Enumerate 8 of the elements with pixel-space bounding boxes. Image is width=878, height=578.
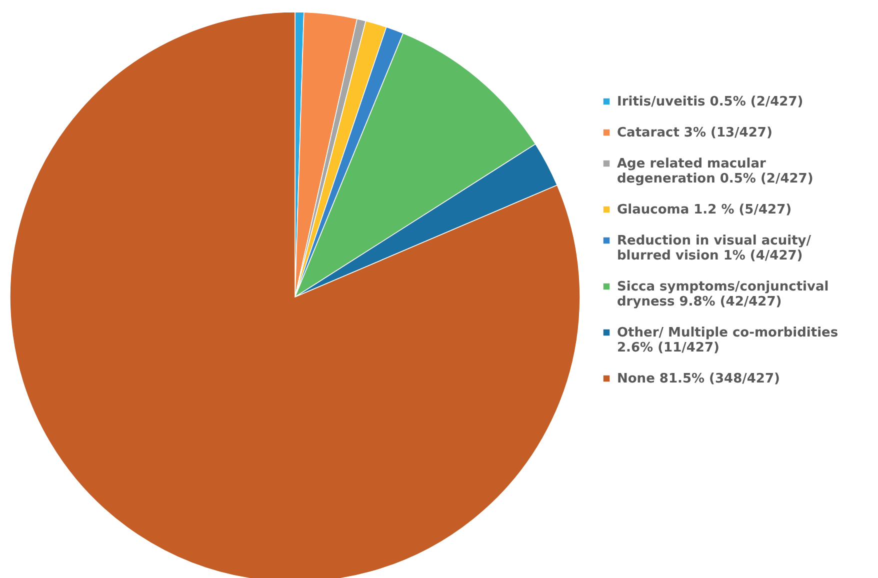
legend-label: Age related macular degeneration 0.5% (2/427) bbox=[617, 156, 814, 186]
legend-label: Sicca symptoms/conjunctival dryness 9.8% (42/427) bbox=[617, 280, 829, 310]
legend-label: None 81.5% (348/427) bbox=[617, 372, 780, 386]
legend-label: Other/ Multiple co-morbidities 2.6% (11/427) bbox=[617, 326, 838, 356]
legend-label: Iritis/uveitis 0.5% (2/427) bbox=[617, 94, 804, 110]
legend-label: Glaucoma 1.2 % (5/427) bbox=[617, 202, 792, 218]
legend-label: Reduction in visual acuity/ blurred vision 1% (4/427) bbox=[617, 234, 812, 264]
legend-label: Cataract 3% (13/427) bbox=[617, 126, 772, 140]
